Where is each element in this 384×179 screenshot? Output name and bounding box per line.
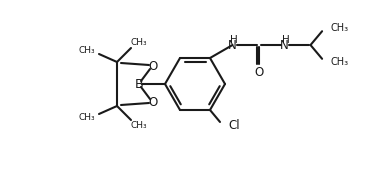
Text: O: O [254, 66, 263, 79]
Text: Cl: Cl [228, 119, 240, 132]
Text: O: O [148, 59, 157, 72]
Text: O: O [148, 96, 157, 108]
Text: CH₃: CH₃ [79, 113, 95, 122]
Text: CH₃: CH₃ [131, 37, 147, 47]
Text: B: B [135, 78, 143, 91]
Text: CH₃: CH₃ [79, 45, 95, 54]
Text: H: H [281, 35, 290, 45]
Text: CH₃: CH₃ [131, 122, 147, 130]
Text: N: N [228, 38, 237, 52]
Text: CH₃: CH₃ [330, 57, 348, 67]
Text: N: N [280, 38, 289, 52]
Text: CH₃: CH₃ [330, 23, 348, 33]
Text: H: H [230, 35, 237, 45]
